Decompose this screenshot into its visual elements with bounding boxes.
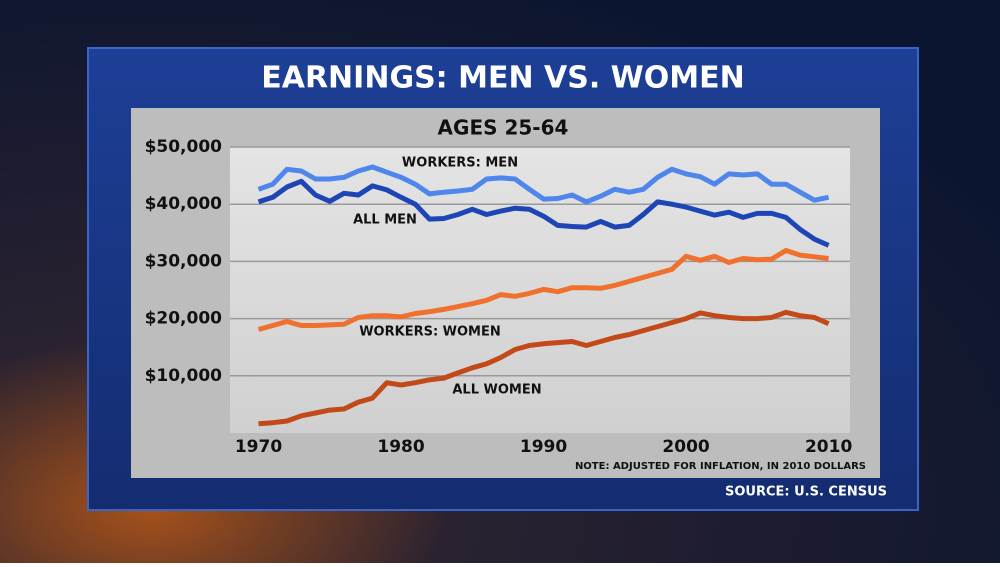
x-tick-label: 1990 [520,437,567,457]
series-line [257,164,830,205]
series-label: WORKERS: MEN [402,156,518,171]
x-tick-label: 2010 [805,437,852,457]
x-tick-label: 1980 [377,437,424,457]
y-tick-label: $10,000 [145,366,223,386]
series-label: ALL WOMEN [452,383,541,398]
series-line [257,248,829,332]
series-line [257,178,830,248]
source: SOURCE: U.S. CENSUS [725,485,887,500]
x-tick-label: 1970 [235,437,282,457]
y-tick-label: $30,000 [145,251,223,271]
series-label: ALL MEN [353,213,417,228]
plot: $10,000 $20,000 $30,000 $40,000 $50,000 1970 1… [145,137,853,457]
series-label: WORKERS: WOMEN [359,325,501,340]
chart-subtitle: AGES 25-64 [438,116,569,140]
note: NOTE: ADJUSTED FOR INFLATION, IN 2010 DO… [575,461,866,472]
y-tick-label: $20,000 [145,309,223,329]
y-tick-label: $50,000 [145,137,223,157]
chart-title: EARNINGS: MEN VS. WOMEN [261,61,744,96]
series-line [258,309,830,427]
x-tick-label: 2000 [662,437,709,457]
y-tick-label: $40,000 [145,194,223,214]
